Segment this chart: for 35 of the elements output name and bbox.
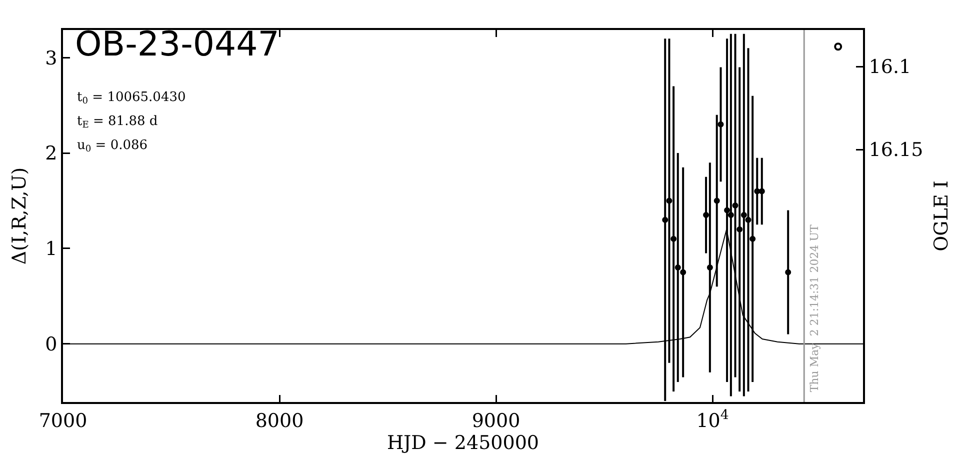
point [674, 264, 681, 271]
chart-title: OB-23-0447 [75, 24, 280, 65]
point [785, 269, 792, 276]
x-tick-label: 10$^{4}$ [696, 408, 729, 432]
point [750, 236, 756, 242]
x-tick-label: 9000 [472, 410, 520, 432]
y-axis-title: Δ(I,R,Z,U) [8, 167, 30, 265]
point [662, 216, 668, 223]
point [714, 198, 720, 204]
y-tick-label: 0 [45, 333, 58, 356]
point [680, 269, 686, 276]
point [736, 226, 743, 232]
point [724, 207, 730, 214]
y2-tick-label: 16.15 [868, 139, 924, 162]
annotation: t$_{E}$ = 81.88 d [77, 114, 158, 131]
y2-axis-title: OGLE I [930, 180, 953, 252]
y-tick-label: 1 [45, 238, 58, 260]
point [666, 198, 672, 204]
point [732, 202, 738, 209]
annotation: Thu May 2 21:14:31 2024 UT [808, 224, 822, 392]
point [740, 212, 747, 218]
point [745, 216, 752, 223]
point [670, 236, 677, 242]
x-tick-label: 8000 [255, 410, 304, 432]
annotation: t$_{0}$ = 10065.0430 [77, 90, 186, 107]
point [703, 212, 710, 218]
annotation: u$_{0}$ = 0.086 [77, 138, 148, 155]
point [718, 121, 724, 128]
x-axis-title: HJD − 2450000 [386, 432, 540, 454]
point [728, 212, 734, 218]
y-tick-label: 3 [45, 47, 58, 70]
y2-tick-label: 16.1 [868, 56, 912, 78]
point [706, 264, 713, 271]
x-tick-label: 7000 [38, 410, 88, 432]
y-tick-label: 2 [45, 142, 58, 165]
